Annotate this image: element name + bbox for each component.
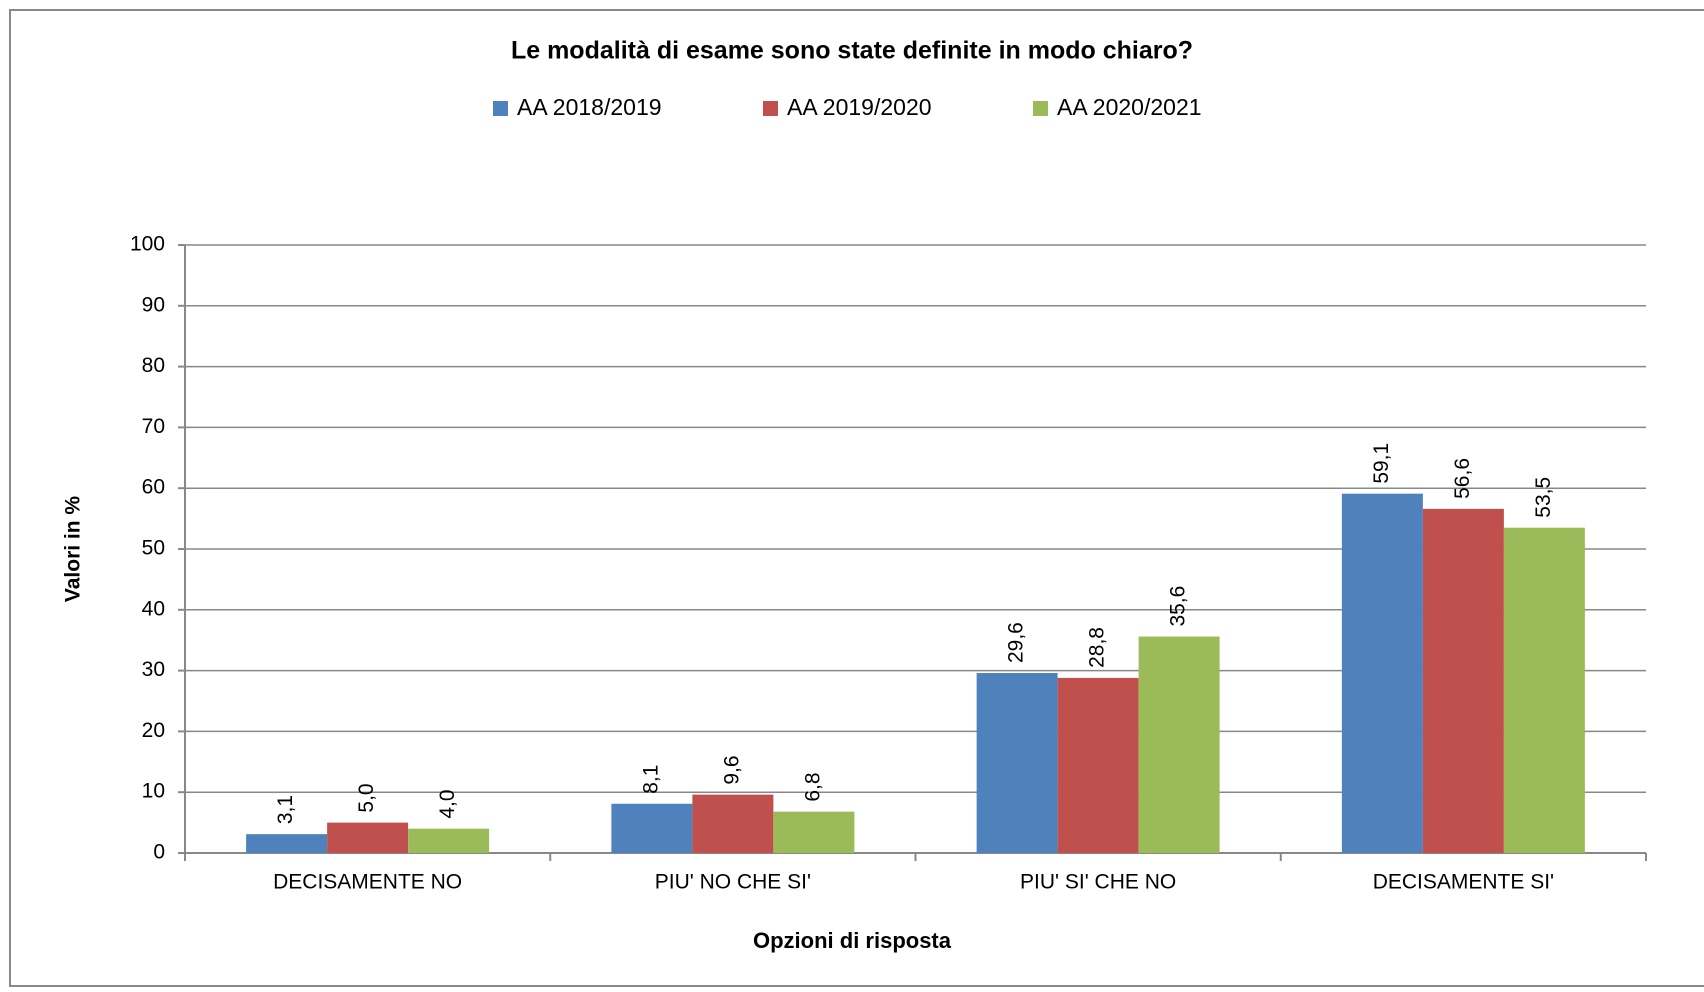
x-tick-label: PIU' SI' CHE NO: [1020, 871, 1176, 894]
x-tick-label: DECISAMENTE NO: [273, 871, 462, 894]
data-label: 53,5: [1532, 477, 1555, 518]
y-axis-title: Valori in %: [62, 496, 85, 603]
legend-swatch: [1033, 101, 1048, 116]
legend-label: AA 2018/2019: [517, 94, 662, 120]
data-label: 35,6: [1167, 586, 1190, 627]
x-tick-label: DECISAMENTE SI': [1373, 871, 1554, 894]
bar: [1138, 636, 1220, 853]
data-label: 28,8: [1086, 627, 1109, 668]
bar: [692, 794, 774, 853]
data-label: 4,0: [436, 789, 459, 818]
data-label: 5,0: [355, 783, 378, 812]
y-tick-label: 20: [142, 719, 165, 742]
data-label: 59,1: [1370, 443, 1393, 484]
data-label: 6,8: [801, 772, 824, 801]
bar: [246, 834, 328, 853]
bar: [327, 822, 409, 853]
legend-swatch: [493, 101, 508, 116]
bar: [773, 811, 855, 853]
legend-swatch: [763, 101, 778, 116]
data-label: 9,6: [720, 755, 743, 784]
y-tick-label: 40: [142, 597, 165, 620]
bar: [408, 828, 490, 853]
y-tick-label: 50: [142, 537, 165, 560]
y-tick-label: 70: [142, 415, 165, 438]
bar: [1341, 493, 1423, 853]
y-tick-label: 100: [130, 233, 165, 256]
legend-label: AA 2019/2020: [787, 94, 932, 120]
y-tick-label: 80: [142, 354, 165, 377]
y-tick-label: 30: [142, 658, 165, 681]
y-tick-label: 10: [142, 780, 165, 803]
chart-title: Le modalità di esame sono state definite…: [511, 37, 1193, 65]
legend-label: AA 2020/2021: [1057, 94, 1202, 120]
data-label: 8,1: [639, 765, 662, 794]
x-axis-title: Opzioni di risposta: [753, 928, 952, 953]
data-label: 3,1: [274, 795, 297, 824]
bar: [1057, 677, 1139, 853]
bar: [611, 803, 693, 853]
y-tick-label: 60: [142, 476, 165, 499]
bar: [1422, 508, 1504, 853]
y-tick-label: 0: [153, 841, 165, 864]
bar: [976, 673, 1058, 853]
x-tick-label: PIU' NO CHE SI': [655, 871, 811, 894]
bar: [1503, 527, 1585, 853]
data-label: 29,6: [1005, 622, 1028, 663]
data-label: 56,6: [1451, 458, 1474, 499]
y-tick-label: 90: [142, 293, 165, 316]
